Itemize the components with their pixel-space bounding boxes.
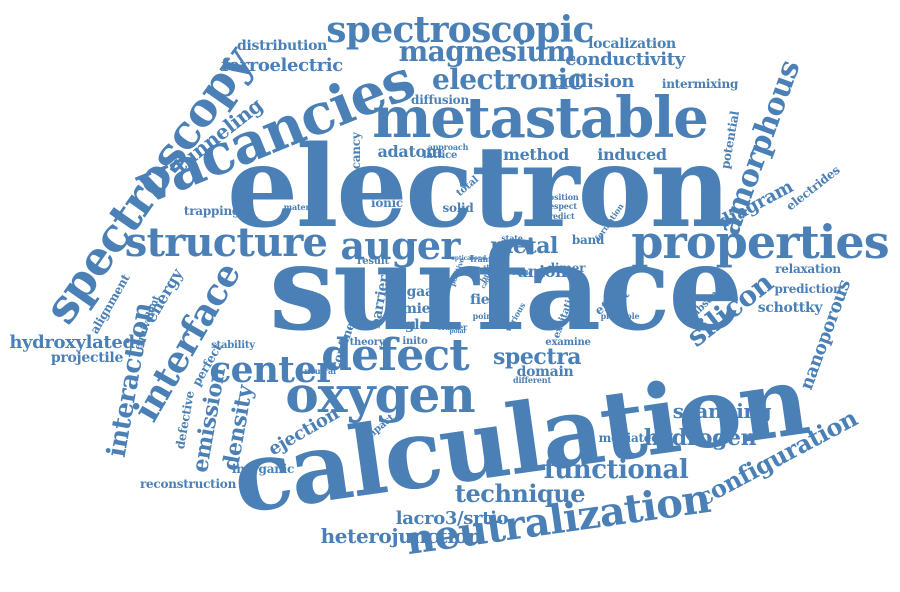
word-reconstruction: reconstruction	[139, 477, 237, 491]
word-optical: optical	[450, 255, 474, 262]
word-hydrogen: hydrogen	[643, 425, 757, 451]
word-auger: auger	[340, 223, 460, 268]
word-domain: domain	[516, 364, 574, 380]
word-study: study	[483, 264, 501, 271]
word-ferroelectric: ferroelectric	[221, 55, 343, 76]
word-hydroxylated: hydroxylated	[9, 332, 135, 353]
word-collision: collision	[551, 71, 635, 92]
word-surface: surface	[268, 218, 743, 357]
word-oxygen: oxygen	[285, 365, 475, 424]
word-schottky: schottky	[757, 300, 823, 316]
word-ionic: ionic	[371, 196, 403, 210]
word-point: point	[472, 311, 496, 321]
word-functional: functional	[543, 455, 689, 485]
word-spectra: spectra	[492, 344, 582, 370]
word-position: position	[543, 192, 579, 202]
word-dimer: dimer	[546, 261, 586, 275]
word-conductivity: conductivity	[565, 49, 685, 70]
word-intermixing: intermixing	[661, 77, 739, 91]
word-neutral: neutral	[304, 366, 336, 376]
word-anion: anion	[517, 262, 567, 281]
word-mies: mies	[402, 301, 438, 317]
word-mediated: mediated	[598, 431, 660, 445]
word-prediction: prediction	[774, 282, 842, 296]
word-projectile: projectile	[50, 350, 124, 366]
word-predict: predict	[543, 211, 575, 221]
word-structure: structure	[124, 219, 328, 266]
word-examine: examine	[545, 337, 591, 348]
word-center: center	[209, 349, 335, 391]
word-relaxation: relaxation	[775, 262, 841, 276]
word-theory: theory	[349, 337, 385, 348]
word-stable: stable	[512, 270, 532, 277]
word-properties: properties	[631, 215, 889, 269]
word-field: field	[470, 292, 504, 308]
word-inito: inito	[402, 336, 428, 347]
word-different: different	[513, 375, 551, 385]
word-spectroscopic: spectroscopic	[326, 9, 594, 51]
word-approach: approach	[427, 142, 469, 152]
word-respect: respect	[545, 201, 577, 211]
word-cluster: cluster	[436, 322, 468, 332]
word-state: state	[501, 233, 523, 243]
word-electron: electron	[226, 122, 731, 253]
word-solid: solid	[442, 201, 474, 215]
word-band: band	[571, 233, 605, 247]
word-metastable: metastable	[372, 85, 709, 151]
word-heterojunction: heterojunction	[320, 524, 482, 548]
word-result: result	[357, 256, 389, 267]
word-frame: frame	[470, 254, 496, 264]
word-metal: metal	[490, 233, 558, 259]
word-technique: technique	[454, 479, 586, 508]
word-stability: stability	[211, 340, 255, 351]
word-magnesium: magnesium	[398, 35, 576, 68]
word-diffusion: diffusion	[411, 93, 469, 107]
word-lacro3-srtio: lacro3/srtio	[395, 508, 509, 529]
word-method: method	[502, 145, 570, 164]
word-lattice: lattice	[422, 150, 458, 161]
word-trapping: trapping	[183, 204, 241, 218]
word-induced: induced	[597, 145, 667, 164]
word-material: material	[283, 202, 321, 212]
word-scanning: scanning	[672, 399, 772, 423]
word-inorganic: inorganic	[231, 462, 295, 476]
word-defect: defect	[321, 330, 469, 381]
word-adatom: adatom	[377, 142, 443, 161]
word-gaas: gaas	[406, 284, 442, 300]
word-distribution: distribution	[236, 38, 328, 54]
word-bond: bond	[469, 255, 487, 262]
word-localization: localization	[588, 36, 676, 52]
word-vacancy: vacancy	[349, 132, 363, 184]
word-glass: glass	[404, 317, 444, 333]
word-polar: polar	[449, 328, 467, 335]
word-principle: principle	[600, 311, 640, 321]
word-electronic: electronic	[431, 63, 585, 96]
